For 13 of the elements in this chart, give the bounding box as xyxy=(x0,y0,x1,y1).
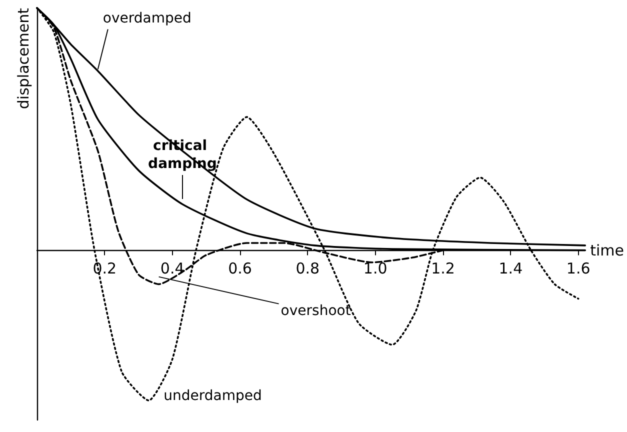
x-tick-label: 0.2 xyxy=(92,259,117,278)
x-tick-label: 0.6 xyxy=(228,259,252,278)
y-axis-title: displacement xyxy=(14,8,32,110)
x-tick-label: 0.4 xyxy=(160,259,184,278)
x-axis-title: time xyxy=(590,241,624,260)
text: overdamped xyxy=(102,10,192,26)
x-tick-label: 1.0 xyxy=(363,259,388,278)
series-label: underdamped xyxy=(164,388,262,404)
text: overshoot xyxy=(280,302,352,319)
x-tick-label: 1.2 xyxy=(431,259,455,278)
x-tick-label: 1.4 xyxy=(498,259,523,278)
x-tick-label: 0.8 xyxy=(296,259,320,278)
x-tick-label: 1.6 xyxy=(566,259,590,278)
